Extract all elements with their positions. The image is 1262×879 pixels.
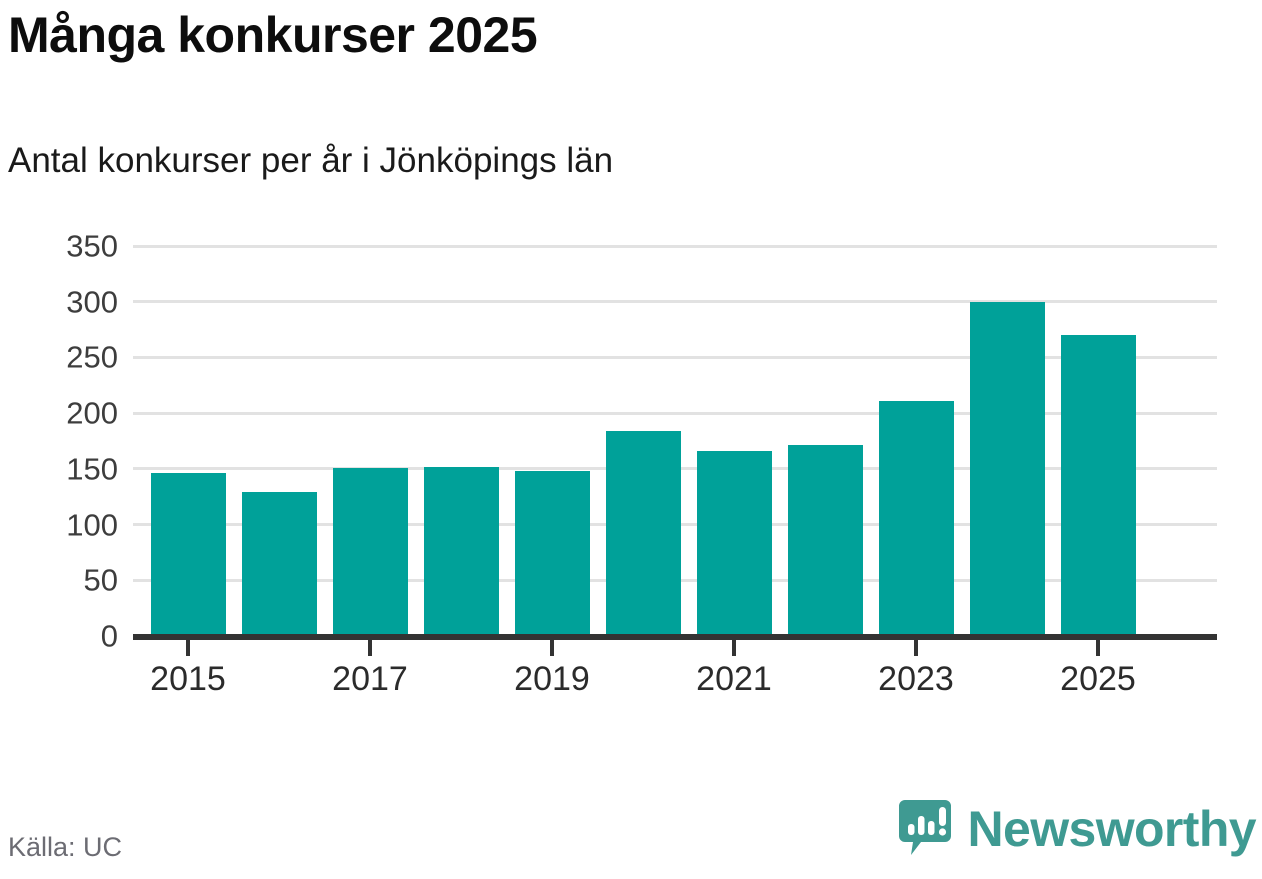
brand-logo: Newsworthy — [897, 798, 1257, 860]
bar — [878, 400, 954, 636]
x-axis-tick — [914, 640, 918, 656]
x-axis-line — [133, 634, 1217, 640]
x-axis-tick — [1096, 640, 1100, 656]
y-axis-tick-label: 100 — [66, 507, 118, 543]
bar — [605, 430, 681, 636]
x-axis-tick-label: 2019 — [514, 660, 590, 698]
bar — [969, 301, 1045, 636]
y-axis-tick-label: 350 — [66, 228, 118, 264]
page-title: Många konkurser 2025 — [8, 7, 538, 63]
bar-series — [133, 246, 1217, 636]
bar — [787, 445, 863, 636]
gridline — [133, 355, 1217, 359]
gridline — [133, 244, 1217, 248]
bar — [332, 467, 408, 636]
y-axis-tick-label: 300 — [66, 284, 118, 320]
x-axis-tick — [550, 640, 554, 656]
gridline — [133, 411, 1217, 415]
bar — [1060, 335, 1136, 636]
x-axis-tick-label: 2021 — [696, 660, 772, 698]
x-axis-ticks — [133, 640, 1217, 658]
x-axis-tick-label: 2017 — [332, 660, 408, 698]
bar — [150, 473, 226, 636]
x-axis-tick — [732, 640, 736, 656]
bar — [241, 492, 317, 636]
gridline — [133, 300, 1217, 304]
x-axis-tick-label: 2025 — [1060, 660, 1136, 698]
source-note: Källa: UC — [8, 832, 123, 862]
y-axis-tick-label: 200 — [66, 395, 118, 431]
y-axis-labels: 0 50 100 150 200 250 300 350 — [0, 231, 118, 652]
y-axis-tick-label: 250 — [66, 339, 118, 375]
y-axis-tick-label: 0 — [100, 618, 118, 654]
x-axis-tick-label: 2015 — [150, 660, 226, 698]
y-axis-tick-label: 50 — [83, 562, 118, 598]
x-axis-labels: 2015 2017 2019 2021 2023 2025 — [133, 660, 1217, 708]
bar — [514, 471, 590, 636]
x-axis-tick — [368, 640, 372, 656]
y-axis-tick-label: 150 — [66, 451, 118, 487]
bar — [423, 466, 499, 636]
newsworthy-bar-chart-bubble-icon — [899, 800, 952, 855]
chart-subtitle: Antal konkurser per år i Jönköpings län — [8, 141, 614, 180]
x-axis-tick-label: 2023 — [878, 660, 954, 698]
bar — [696, 451, 772, 636]
brand-name: Newsworthy — [967, 801, 1256, 857]
x-axis-tick — [186, 640, 190, 656]
